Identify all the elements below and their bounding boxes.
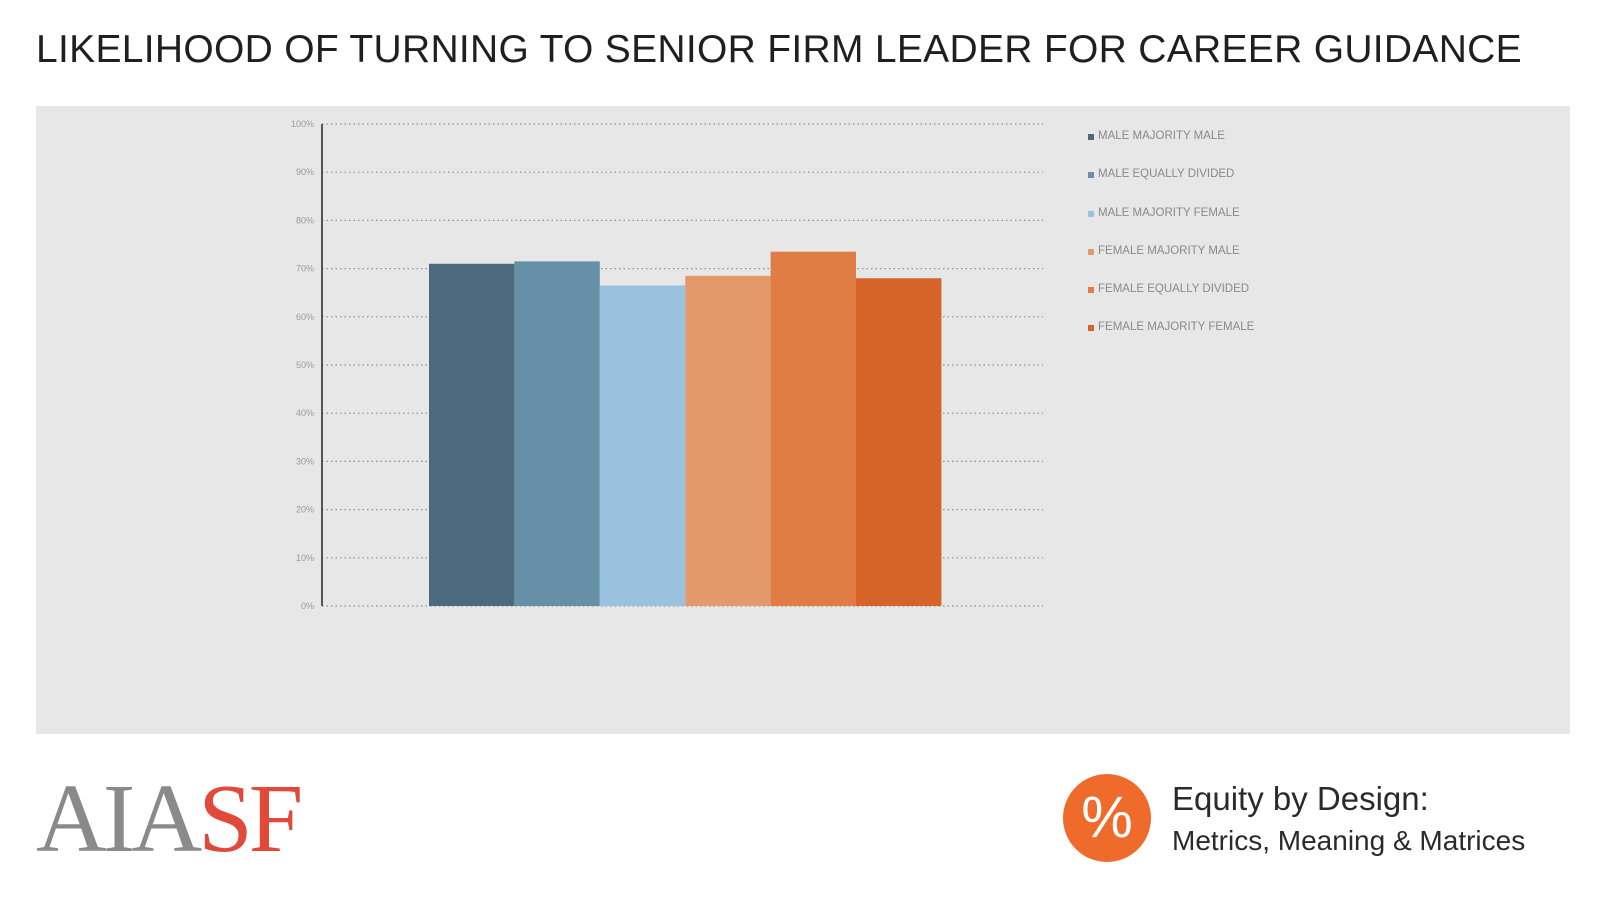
aiasf-logo-aia: AIA <box>36 765 202 873</box>
bar <box>770 251 856 607</box>
legend-label: FEMALE MAJORITY FEMALE <box>1098 321 1255 334</box>
legend-item: MALE EQUALLY DIVIDED <box>1088 168 1254 206</box>
bar <box>429 263 515 606</box>
legend-item: FEMALE MAJORITY MALE <box>1088 245 1254 283</box>
y-tick-label: 100% <box>291 119 314 129</box>
y-tick-label: 30% <box>296 456 314 466</box>
legend-swatch-icon <box>1088 287 1094 294</box>
chart-legend: MALE MAJORITY MALE MALE EQUALLY DIVIDED MA… <box>1088 130 1254 360</box>
legend-item: FEMALE MAJORITY FEMALE <box>1088 321 1254 359</box>
aiasf-logo: AIASF <box>36 770 303 868</box>
legend-swatch-icon <box>1088 248 1094 255</box>
legend-label: MALE MAJORITY FEMALE <box>1098 206 1240 219</box>
bar <box>685 275 771 606</box>
y-tick-label: 70% <box>296 264 314 274</box>
y-tick-label: 0% <box>301 601 314 611</box>
legend-swatch-icon <box>1088 134 1094 140</box>
legend-swatch-icon <box>1088 325 1094 332</box>
legend-swatch-icon <box>1088 172 1094 179</box>
bar <box>599 285 686 606</box>
y-tick-label: 40% <box>296 408 314 418</box>
legend-item: MALE MAJORITY MALE <box>1088 130 1254 168</box>
percent-badge-icon: % <box>1063 774 1151 862</box>
y-tick-label: 90% <box>296 167 314 177</box>
aiasf-logo-sf: SF <box>198 765 303 873</box>
y-tick-label: 80% <box>296 215 314 225</box>
legend-item: MALE MAJORITY FEMALE <box>1088 207 1254 245</box>
bar <box>856 278 942 606</box>
legend-label: FEMALE MAJORITY MALE <box>1098 244 1240 257</box>
equity-by-design-title: Equity by Design: <box>1172 780 1429 817</box>
y-tick-label: 60% <box>296 312 314 322</box>
bar <box>514 261 600 606</box>
y-tick-label: 20% <box>296 505 314 515</box>
legend-label: FEMALE EQUALLY DIVIDED <box>1098 283 1250 296</box>
legend-label: MALE MAJORITY MALE <box>1098 130 1225 142</box>
legend-item: FEMALE EQUALLY DIVIDED <box>1088 283 1254 321</box>
chart-panel: 0% 10% 20% 30% 40% 50% 60% 70% 80% 90% 100% MALE M… <box>36 106 1570 734</box>
equity-by-design-subtitle: Metrics, Meaning & Matrices <box>1172 825 1526 856</box>
legend-label: MALE EQUALLY DIVIDED <box>1098 168 1235 181</box>
page-title: LIKELIHOOD OF TURNING TO SENIOR FIRM LEA… <box>36 28 1522 71</box>
y-tick-label: 50% <box>296 360 314 370</box>
bar-chart: 0% 10% 20% 30% 40% 50% 60% 70% 80% 90% 100% <box>291 119 1043 611</box>
legend-swatch-icon <box>1088 210 1094 217</box>
y-tick-label: 10% <box>296 553 314 563</box>
